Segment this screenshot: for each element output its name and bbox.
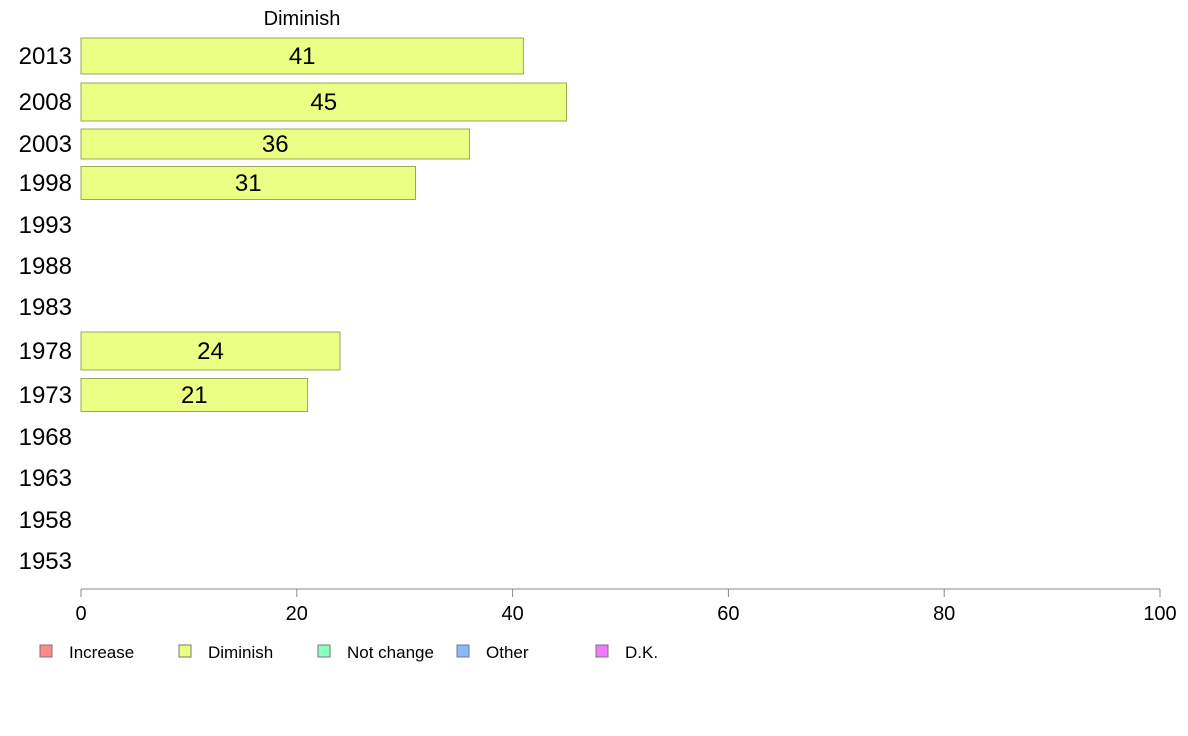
bar	[80, 378, 309, 412]
bar	[80, 128, 470, 160]
category-labels: 2013 2008 2003 1998 1993 1988 1983 1978 1973 1968…	[19, 43, 72, 575]
data-label: 21	[181, 382, 208, 409]
legend-swatch	[39, 644, 53, 658]
x-tick-label: 60	[717, 603, 739, 625]
legend-label: Diminish	[208, 643, 273, 662]
category-label: 2008	[19, 89, 72, 116]
bar	[80, 166, 416, 200]
x-axis-ticks: 0 20 40 60 80 100	[75, 589, 1177, 625]
category-label: 1953	[19, 548, 72, 575]
category-label: 1993	[19, 212, 72, 239]
x-tick-label: 40	[501, 603, 523, 625]
legend-label: Increase	[69, 643, 134, 662]
x-tick-label: 80	[933, 603, 955, 625]
legend-swatch	[178, 644, 192, 658]
category-label: 1958	[19, 507, 72, 534]
category-label: 1978	[19, 338, 72, 365]
legend-swatch	[595, 644, 609, 658]
legend-label: Other	[486, 643, 529, 662]
category-label: 1983	[19, 294, 72, 321]
data-label: 45	[310, 89, 337, 116]
x-tick-label: 100	[1143, 603, 1176, 625]
panel-title: Diminish	[264, 8, 341, 30]
data-label: 31	[235, 170, 262, 197]
data-label: 36	[262, 131, 289, 158]
bar	[80, 331, 341, 371]
category-label: 1998	[19, 170, 72, 197]
category-label: 1988	[19, 253, 72, 280]
legend-swatch	[456, 644, 470, 658]
bars	[80, 37, 568, 412]
data-label: 24	[197, 338, 224, 365]
x-tick-label: 0	[75, 603, 86, 625]
bar	[80, 37, 524, 75]
x-tick-label: 20	[286, 603, 308, 625]
category-label: 1968	[19, 424, 72, 451]
data-label: 41	[289, 43, 316, 70]
legend: Increase Diminish Not change Other D.K.	[39, 643, 658, 662]
legend-label: D.K.	[625, 643, 658, 662]
bar	[80, 82, 568, 122]
category-label: 2003	[19, 131, 72, 158]
category-label: 1963	[19, 465, 72, 492]
category-label: 2013	[19, 43, 72, 70]
category-label: 1973	[19, 382, 72, 409]
legend-label: Not change	[347, 643, 434, 662]
legend-swatch	[317, 644, 331, 658]
